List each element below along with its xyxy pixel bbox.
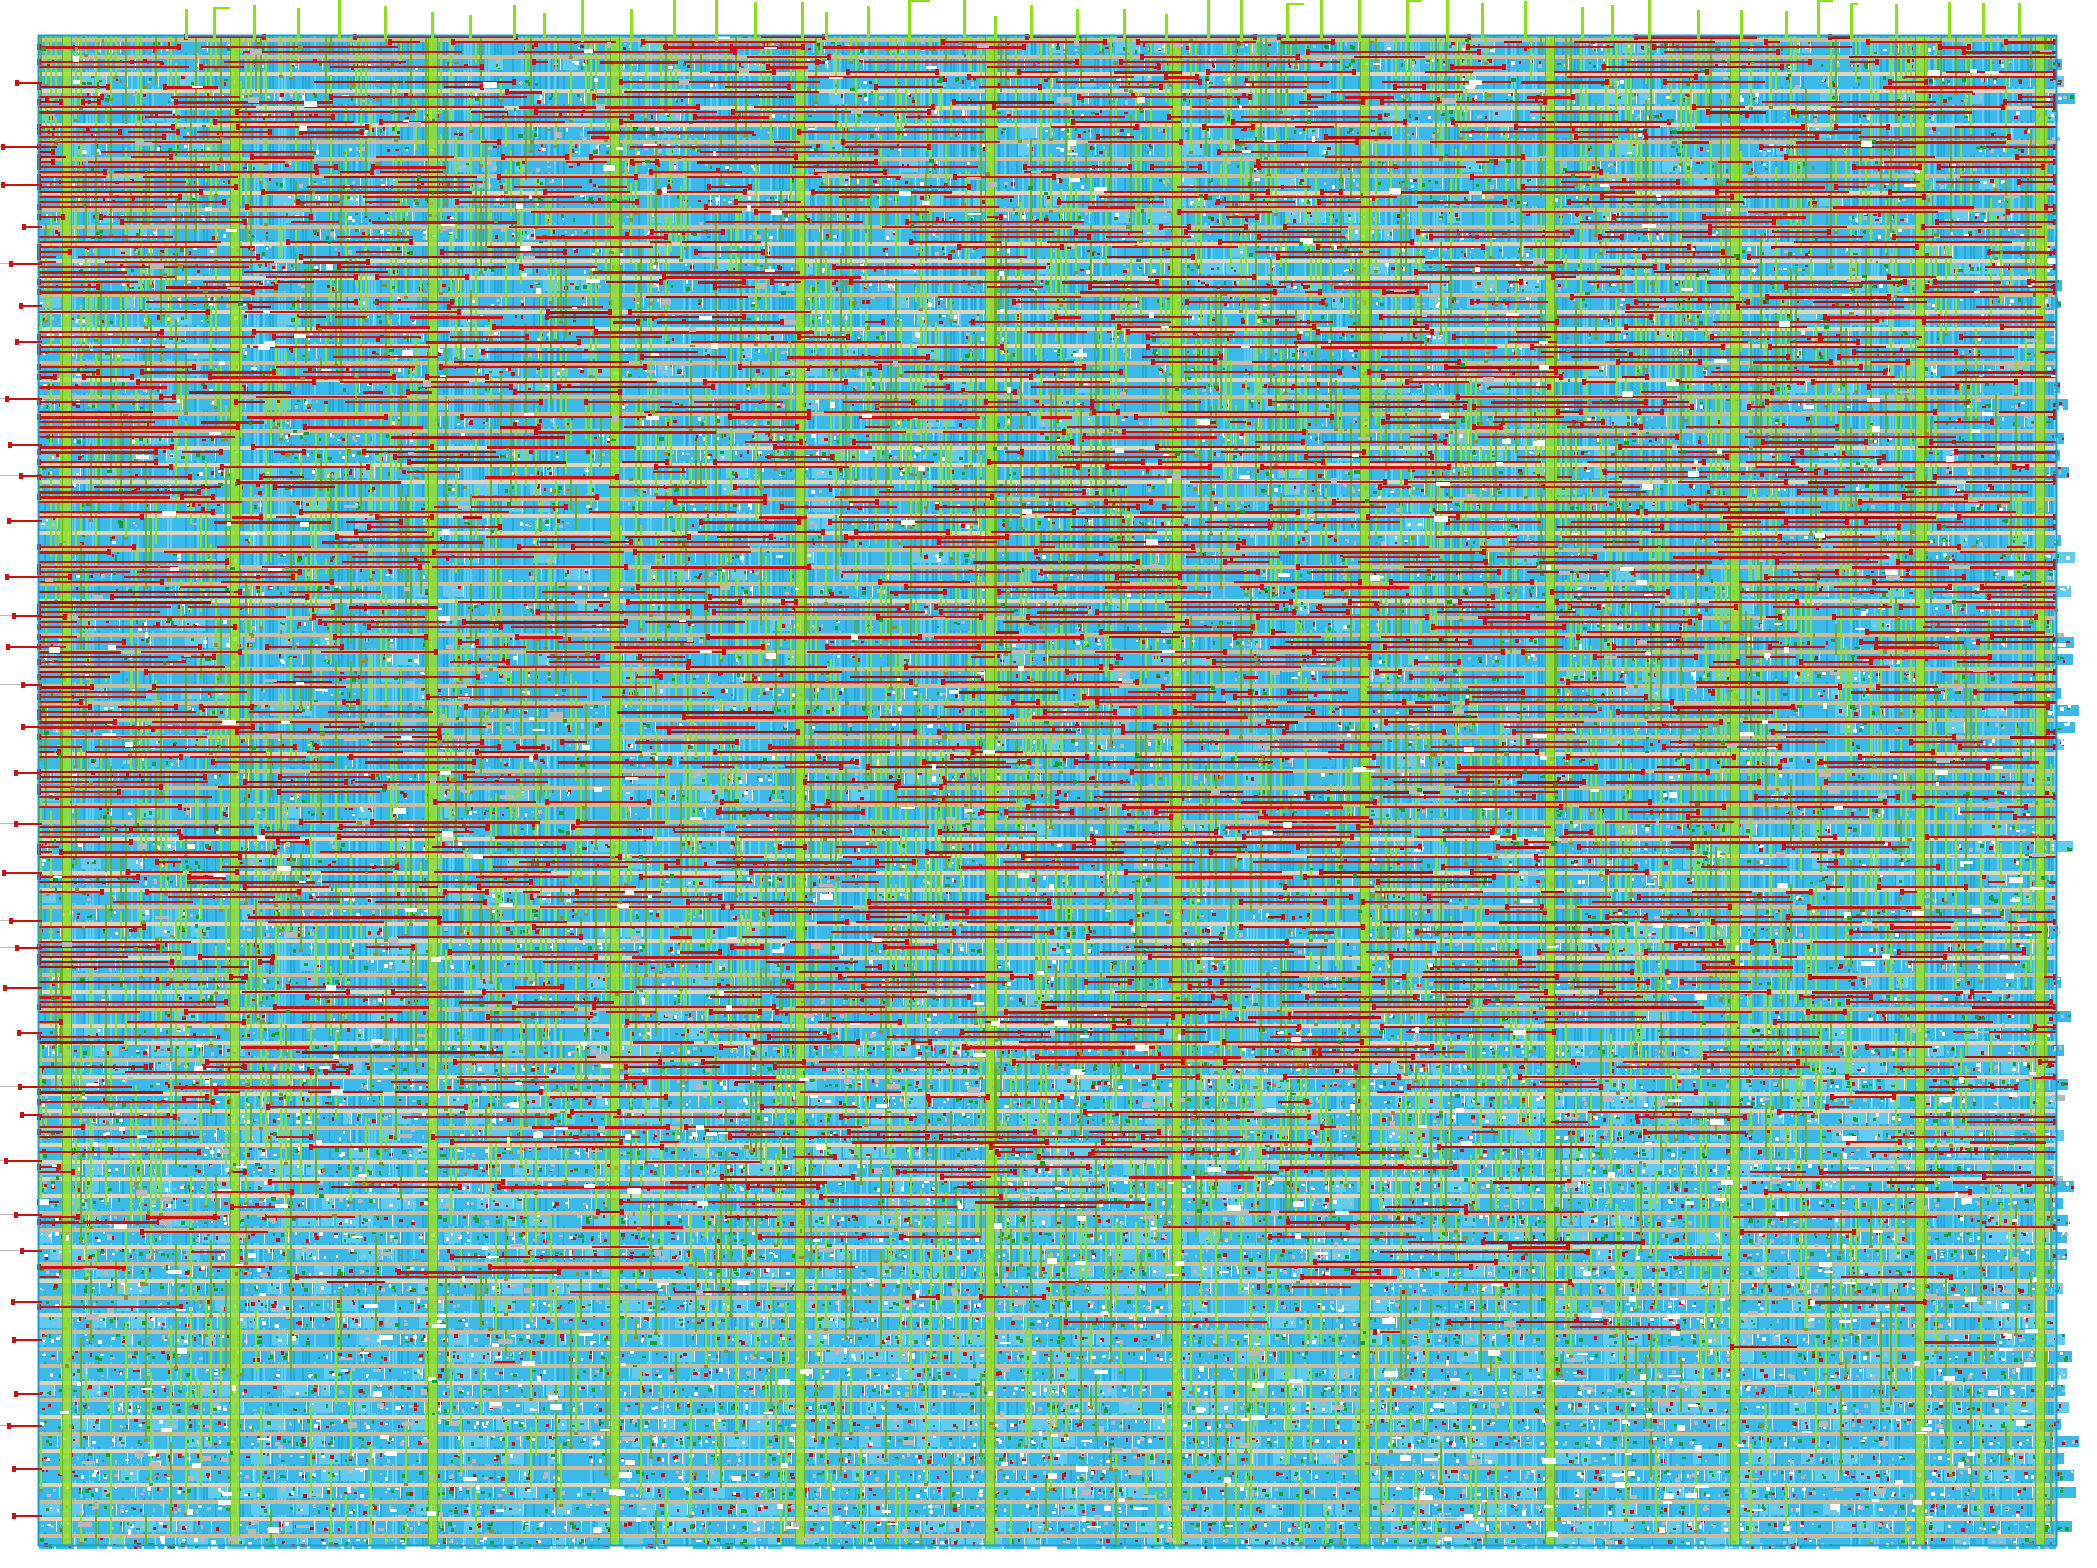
chip-layout-canvas[interactable] (0, 0, 2097, 1568)
layout-viewport[interactable] (0, 0, 2097, 1568)
